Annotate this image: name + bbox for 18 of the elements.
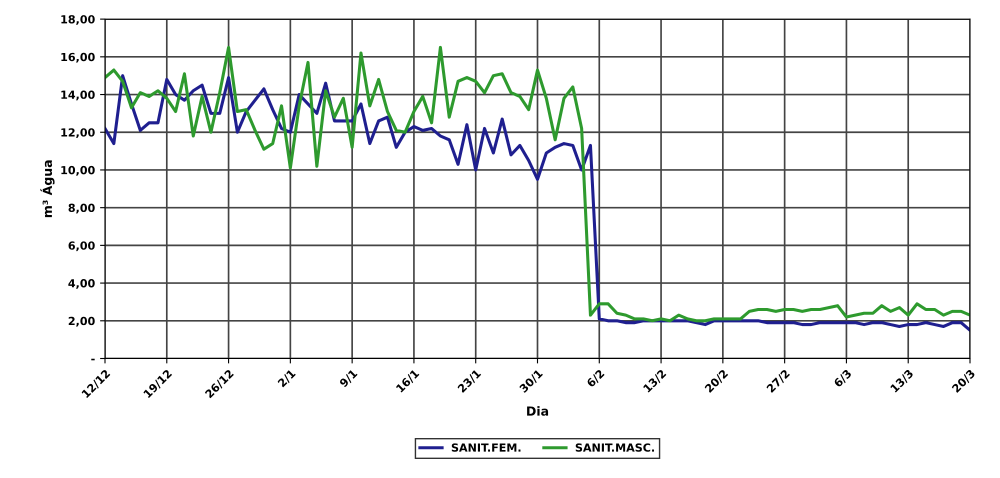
x-tick-label: 2/1 (277, 368, 297, 388)
y-tick-label: 6,00 (68, 241, 95, 252)
y-tick-label: 16,00 (61, 52, 95, 63)
y-axis-title: m³ Água (40, 160, 55, 218)
y-tick-label: 18,00 (61, 15, 95, 25)
x-tick-label: 6/2 (586, 369, 606, 388)
x-axis-title: Dia (527, 406, 548, 416)
y-tick-label: 2,00 (68, 316, 95, 327)
y-tick-label: 4,00 (68, 279, 95, 289)
y-tick-label: - (91, 358, 95, 360)
x-tick-label: 6/3 (833, 368, 852, 388)
x-tick-label: 9/1 (338, 368, 358, 388)
y-tick-label: 12,00 (61, 128, 95, 138)
legend-label: SANIT.FEM. (452, 443, 520, 452)
y-tick-label: 8,00 (68, 204, 95, 214)
y-tick-label: 10,00 (61, 166, 95, 176)
legend-label: SANIT.MASC. (576, 443, 654, 452)
y-tick-label: 14,00 (61, 90, 95, 100)
